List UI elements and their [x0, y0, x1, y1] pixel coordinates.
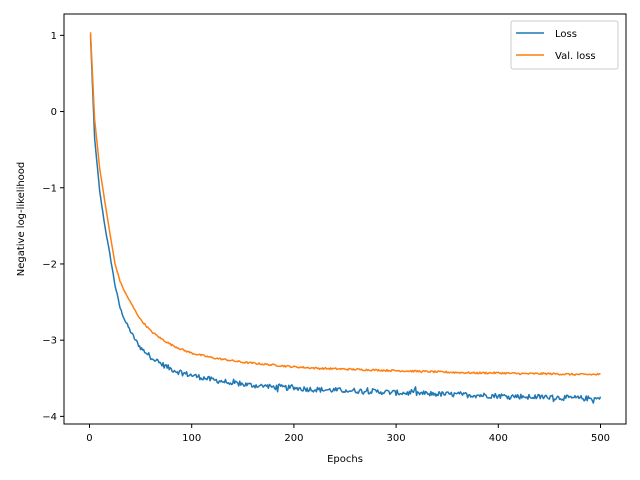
x-tick-label: 100: [182, 433, 201, 444]
x-tick-label: 400: [489, 433, 508, 444]
series-line-loss: [89, 35, 602, 404]
x-tick-label: 200: [284, 433, 303, 444]
y-tick-label: −4: [42, 412, 57, 423]
y-tick-label: −3: [42, 336, 57, 347]
y-tick-label: 1: [51, 31, 57, 42]
x-tick-label: 500: [591, 433, 610, 444]
legend-label-loss: Loss: [555, 29, 577, 40]
x-tick-label: 0: [86, 433, 92, 444]
x-tick-label: 300: [387, 433, 406, 444]
x-axis-ticks: 0 100 200 300 400 500: [86, 424, 610, 444]
legend-label-val-loss: Val. loss: [555, 51, 596, 62]
y-tick-label: −1: [42, 183, 57, 194]
y-axis-ticks: 1 0 −1 −2 −3 −4: [42, 31, 64, 423]
y-axis-label: Negative log-likelihood: [16, 162, 27, 277]
plot-frame: [63, 13, 627, 425]
series-line-val-loss: [89, 32, 601, 376]
y-tick-label: −2: [42, 259, 57, 270]
series-layer: [89, 32, 602, 404]
x-axis-label: Epochs: [327, 454, 363, 465]
legend: Loss Val. loss: [510, 20, 619, 70]
y-tick-label: 0: [51, 107, 57, 118]
